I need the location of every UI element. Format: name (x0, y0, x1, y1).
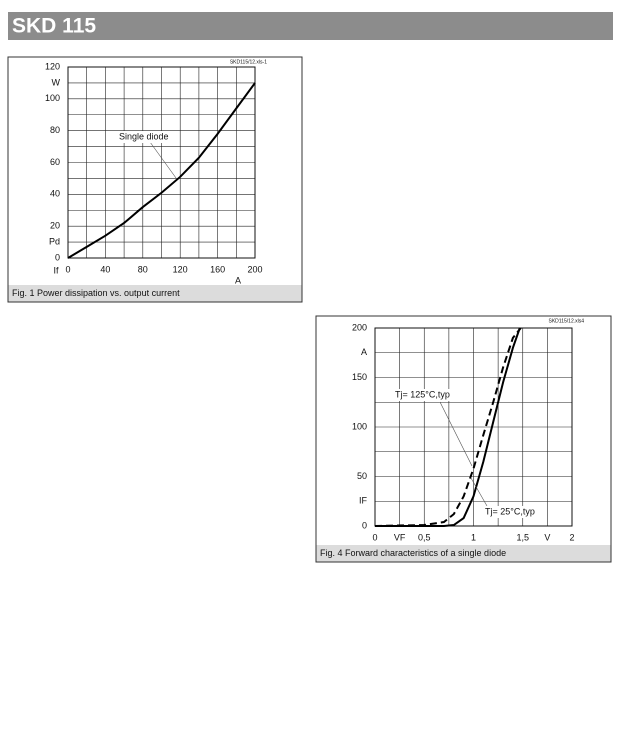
plot-border (67, 66, 256, 259)
curve (374, 327, 522, 527)
y-tick-label: 120 (45, 61, 60, 71)
caption: Fig. 4 Forward characteristics of a sing… (320, 548, 506, 558)
y-tick-label: 0 (55, 252, 60, 262)
label-bg (393, 389, 452, 401)
y-tick-label: Pd (49, 236, 60, 246)
leader-line (470, 477, 488, 507)
y-tick-label: 100 (45, 93, 60, 103)
x-tick-label: V (544, 532, 550, 542)
caption-bar (8, 285, 302, 302)
y-tick-label: IF (359, 496, 368, 506)
plot-border (374, 327, 573, 527)
y-tick-label: 40 (50, 189, 60, 199)
x-tick-label: 120 (173, 264, 188, 274)
curve-label: Single diode (119, 131, 169, 141)
x-tick-label: VF (394, 532, 406, 542)
chart-code: SKD115/12.xls-1 (230, 59, 267, 65)
curve-label: Tj= 25°C,typ (485, 506, 535, 516)
x-tick-label: 2 (569, 532, 574, 542)
x-tick-label: 200 (247, 264, 262, 274)
leader-line (149, 141, 177, 179)
label-bg (117, 131, 171, 143)
y-tick-label: 200 (352, 322, 367, 332)
leader-line (439, 401, 473, 467)
x-tick-label: 80 (138, 264, 148, 274)
y-tick-label: 50 (357, 471, 367, 481)
x-tick-label: 1,5 (516, 532, 529, 542)
caption-bar (316, 545, 611, 562)
chart-frame (7, 56, 303, 303)
x-tick-label: 160 (210, 264, 225, 274)
chart-code: SKD115/12.xls4 (549, 318, 585, 324)
x-tick-label: 1 (471, 532, 476, 542)
header-title: SKD 115 (12, 15, 96, 38)
x-axis-label: If (53, 265, 59, 275)
y-tick-label: 20 (50, 221, 60, 231)
curve-label: Tj= 125°C,typ (395, 389, 450, 399)
curve (375, 327, 521, 527)
y-tick-label: A (361, 347, 367, 357)
curve (67, 82, 256, 259)
x-tick-label: 0 (65, 264, 70, 274)
y-tick-label: 150 (352, 372, 367, 382)
chart-frame (315, 315, 612, 563)
y-tick-label: 60 (50, 157, 60, 167)
x-tick-label: 40 (100, 264, 110, 274)
caption: Fig. 1 Power dissipation vs. output curr… (12, 288, 180, 298)
y-tick-label: 80 (50, 125, 60, 135)
y-tick-label: 0 (362, 520, 367, 530)
x-tick-label: 0 (372, 532, 377, 542)
label-bg (483, 506, 537, 518)
header-bar (8, 12, 613, 40)
y-tick-label: W (52, 77, 61, 87)
y-tick-label: 100 (352, 421, 367, 431)
x-tick-label: 0,5 (418, 532, 431, 542)
x-axis-unit: A (235, 275, 241, 285)
